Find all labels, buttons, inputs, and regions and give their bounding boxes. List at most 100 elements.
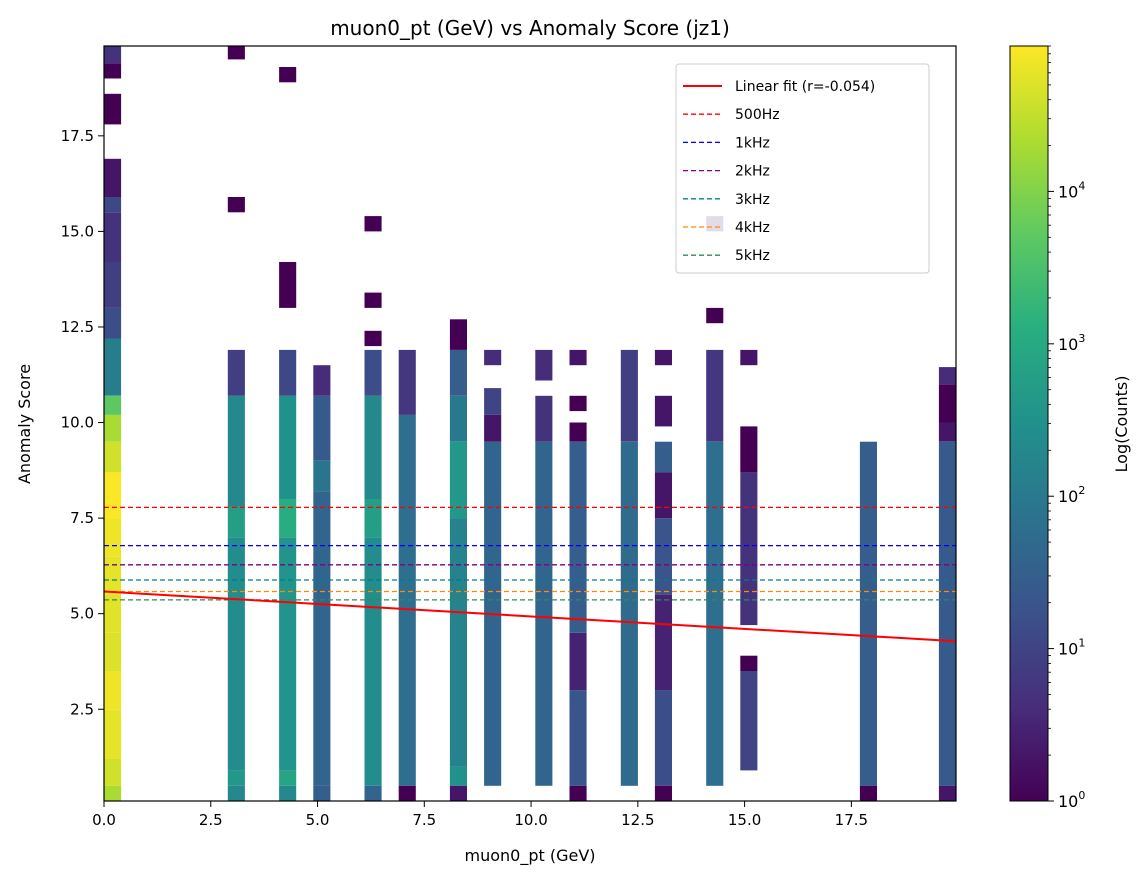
y-tick-label: 17.5: [61, 127, 94, 145]
heatmap-cell: [227, 770, 245, 786]
heatmap-cell: [279, 499, 297, 538]
heatmap-cell: [654, 349, 672, 366]
heatmap-cell: [938, 384, 956, 423]
heatmap-cell: [104, 338, 122, 396]
heatmap-cell: [938, 785, 956, 801]
y-tick-label: 15.0: [61, 222, 94, 240]
heatmap-cell: [227, 46, 245, 60]
heatmap-cell: [104, 441, 122, 473]
y-axis-ticks: 2.5 5.0 7.5 10.0 12.5 15.0 17.5: [61, 127, 104, 718]
heatmap-cell: [104, 212, 122, 262]
legend: Linear fit (r=-0.054) 500Hz 1kHz 2kHz 3kHz 4k…: [675, 63, 930, 274]
y-tick-label: 2.5: [70, 700, 94, 718]
heatmap-cell: [449, 319, 467, 350]
heatmap-cell: [227, 197, 245, 213]
heatmap-cell: [535, 441, 553, 786]
legend-entry-label: 4kHz: [735, 220, 770, 236]
heatmap-cell: [569, 632, 587, 691]
heatmap-cell: [740, 349, 758, 366]
heatmap-cell: [740, 671, 758, 771]
x-tick-label: 17.5: [835, 811, 868, 829]
heatmap-cell: [104, 63, 122, 79]
heatmap-cell: [620, 441, 638, 786]
legend-entry-label: Linear fit (r=-0.054): [735, 79, 875, 95]
heatmap-cell: [104, 395, 122, 415]
heatmap-cell: [364, 785, 382, 801]
heatmap-cell: [569, 349, 587, 366]
heatmap-cell: [279, 785, 297, 801]
heatmap-cell: [364, 330, 382, 347]
heatmap-cell: [569, 690, 587, 786]
heatmap-cell: [313, 395, 331, 461]
heatmap-cell: [654, 441, 672, 473]
heatmap-cell: [740, 426, 758, 473]
heatmap-cell: [859, 785, 877, 801]
heatmap-cell: [654, 395, 672, 427]
heatmap-cell: [654, 472, 672, 519]
colorbar-tick-label: 100: [1058, 789, 1085, 811]
heatmap-cell: [938, 422, 956, 442]
heatmap-cell: [227, 349, 245, 396]
heatmap-cell: [535, 349, 553, 381]
heatmap-cell: [449, 785, 467, 801]
heatmap-cell: [104, 632, 122, 671]
heatmap-cell: [104, 518, 122, 557]
heatmap-cell: [654, 785, 672, 801]
colorbar-ticks: 100 101 102 103 104: [1048, 45, 1085, 811]
y-tick-label: 10.0: [61, 414, 94, 432]
legend-entry-label: 2kHz: [735, 164, 770, 180]
heatmap-cell: [104, 46, 122, 64]
heatmap-cell: [364, 499, 382, 538]
colorbar-tick-label: 101: [1058, 637, 1085, 659]
x-tick-label: 7.5: [412, 811, 436, 829]
legend-box: [675, 63, 930, 274]
x-tick-label: 15.0: [728, 811, 761, 829]
heatmap-cell: [569, 395, 587, 412]
heatmap-cell: [740, 655, 758, 671]
heatmap-cell: [740, 472, 758, 626]
x-tick-label: 0.0: [92, 811, 116, 829]
heatmap-cell: [364, 216, 382, 232]
heatmap-cell: [104, 158, 122, 197]
heatmap-cell: [569, 785, 587, 801]
heatmap-cell: [938, 441, 956, 786]
heatmap-cell: [104, 414, 122, 442]
heatmap-cell: [398, 349, 416, 415]
heatmap-cell: [313, 491, 331, 786]
heatmap-cell: [279, 262, 297, 308]
heatmap-cell: [104, 758, 122, 786]
heatmap-cell: [227, 506, 245, 538]
x-tick-label: 2.5: [199, 811, 223, 829]
heatmap-cell: [279, 349, 297, 396]
x-axis-ticks: 0.0 2.5 5.0 7.5 10.0 12.5 15.0 17.5: [92, 801, 868, 829]
y-axis-label: Anomaly Score: [15, 364, 34, 484]
linear-fit-line: [103, 590, 957, 643]
y-tick-label: 5.0: [70, 605, 94, 623]
heatmap-cell: [313, 460, 331, 492]
heatmap-cell: [227, 537, 245, 771]
colorbar-tick-label: 103: [1058, 332, 1085, 354]
heatmap-cell: [104, 785, 122, 801]
legend-entry-label: 500Hz: [735, 107, 780, 123]
heatmap-cell: [364, 292, 382, 308]
heatmap-cell: [706, 349, 724, 442]
colorbar-tick-label: 104: [1058, 179, 1085, 201]
heatmap-cell: [364, 349, 382, 396]
heatmap-cell: [364, 395, 382, 499]
heatmap-cell: [227, 395, 245, 507]
x-tick-label: 12.5: [621, 811, 654, 829]
heatmap-cell: [279, 770, 297, 786]
heatmap-cell: [398, 785, 416, 801]
plot-frame: [103, 45, 957, 802]
heatmap-cell: [313, 785, 331, 801]
heatmap-cell: [313, 365, 331, 396]
heatmap-cell: [859, 441, 877, 786]
heatmap-cell: [279, 537, 297, 771]
heatmap-cell: [535, 395, 553, 442]
heatmap-cell: [620, 349, 638, 442]
heatmap-cell: [484, 388, 502, 415]
heatmap-cell: [938, 367, 956, 385]
heatmap-cell: [104, 594, 122, 633]
heatmap-cell: [654, 594, 672, 691]
